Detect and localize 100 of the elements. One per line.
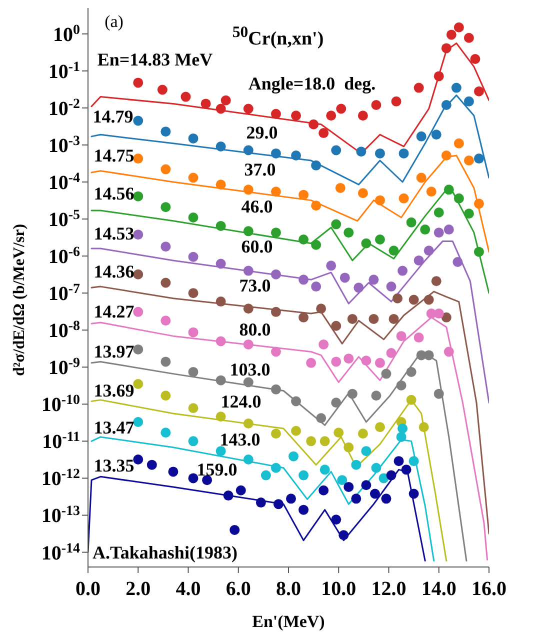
- point: [311, 240, 322, 250]
- point: [216, 104, 226, 114]
- x-tick-label: 2.0: [126, 578, 151, 600]
- y-tick-label: 10$^{-11}$: [42, 430, 80, 454]
- point: [331, 219, 342, 230]
- point: [243, 226, 254, 236]
- point: [243, 104, 254, 114]
- point: [474, 154, 484, 164]
- annotation: 37.0: [244, 160, 276, 180]
- annotation: 124.0: [220, 392, 262, 412]
- point: [434, 208, 444, 218]
- point: [340, 272, 350, 283]
- y-tick-label: 10$^{-10}$: [41, 392, 80, 416]
- point: [273, 499, 284, 510]
- point: [188, 212, 198, 222]
- point: [391, 96, 402, 106]
- point: [180, 92, 191, 102]
- point: [160, 278, 171, 288]
- point: [216, 180, 226, 190]
- point: [133, 269, 144, 280]
- point: [202, 475, 212, 486]
- point: [270, 384, 281, 394]
- point: [243, 145, 254, 156]
- point: [160, 242, 171, 252]
- y-tick-label: 10$^{-12}$: [41, 466, 80, 490]
- point: [474, 198, 484, 209]
- point: [418, 422, 429, 432]
- point: [406, 366, 416, 377]
- point: [216, 375, 226, 386]
- point: [133, 306, 144, 317]
- point: [160, 164, 171, 174]
- y-tick-label: 10$^{-7}$: [48, 282, 80, 306]
- point: [368, 274, 379, 285]
- point: [243, 377, 254, 388]
- point: [270, 228, 281, 238]
- point: [388, 314, 399, 324]
- point: [291, 110, 302, 121]
- point: [434, 228, 444, 238]
- point: [291, 426, 302, 436]
- point: [216, 446, 226, 456]
- point: [243, 266, 254, 276]
- point: [396, 380, 406, 390]
- annotation: 13.97: [94, 342, 134, 362]
- point: [326, 260, 336, 271]
- point: [356, 146, 366, 157]
- point: [216, 296, 226, 307]
- point: [451, 82, 462, 93]
- text: $^{50}$Cr(n,xn'): [231, 24, 325, 50]
- point: [326, 110, 336, 121]
- point: [291, 396, 302, 406]
- point: [398, 424, 408, 434]
- point: [371, 462, 382, 473]
- x-tick-label: 0.0: [76, 578, 100, 600]
- point: [200, 98, 211, 109]
- point: [464, 32, 474, 43]
- point: [474, 246, 484, 257]
- point: [270, 462, 281, 473]
- point: [454, 138, 464, 148]
- point: [371, 390, 382, 401]
- point: [216, 141, 226, 152]
- point: [374, 195, 385, 206]
- point: [424, 350, 434, 360]
- annotation: 103.0: [230, 360, 270, 380]
- point: [133, 416, 144, 427]
- point: [243, 418, 254, 429]
- point: [371, 100, 382, 110]
- point: [243, 304, 254, 314]
- point: [331, 398, 342, 408]
- point: [270, 186, 281, 197]
- point: [335, 182, 346, 193]
- point: [318, 485, 329, 496]
- x-tick-label: 16.0: [472, 578, 506, 600]
- point: [344, 482, 354, 492]
- point: [243, 454, 254, 465]
- point: [408, 294, 419, 305]
- annotation: 14.75: [94, 146, 134, 166]
- point: [318, 339, 329, 350]
- annotation: Angle=18.0 deg.: [248, 74, 376, 94]
- point: [344, 354, 354, 364]
- point: [320, 464, 330, 475]
- point: [298, 234, 309, 244]
- point: [464, 96, 474, 106]
- annotation: 14.36: [94, 262, 134, 282]
- point: [354, 282, 364, 293]
- point: [336, 104, 346, 114]
- point: [431, 130, 442, 140]
- point: [396, 331, 406, 342]
- point: [133, 78, 144, 88]
- point: [243, 184, 254, 195]
- point: [160, 202, 171, 212]
- y-tick-label: 10$^{-3}$: [48, 133, 80, 157]
- point: [441, 100, 452, 110]
- point: [420, 224, 430, 235]
- point: [370, 488, 380, 499]
- point: [306, 436, 316, 446]
- point: [347, 314, 358, 324]
- y-axis-title: d²σ/dE/dΩ (b/MeV/sr): [11, 224, 29, 376]
- point: [444, 346, 454, 357]
- point: [188, 288, 198, 298]
- point: [434, 71, 444, 82]
